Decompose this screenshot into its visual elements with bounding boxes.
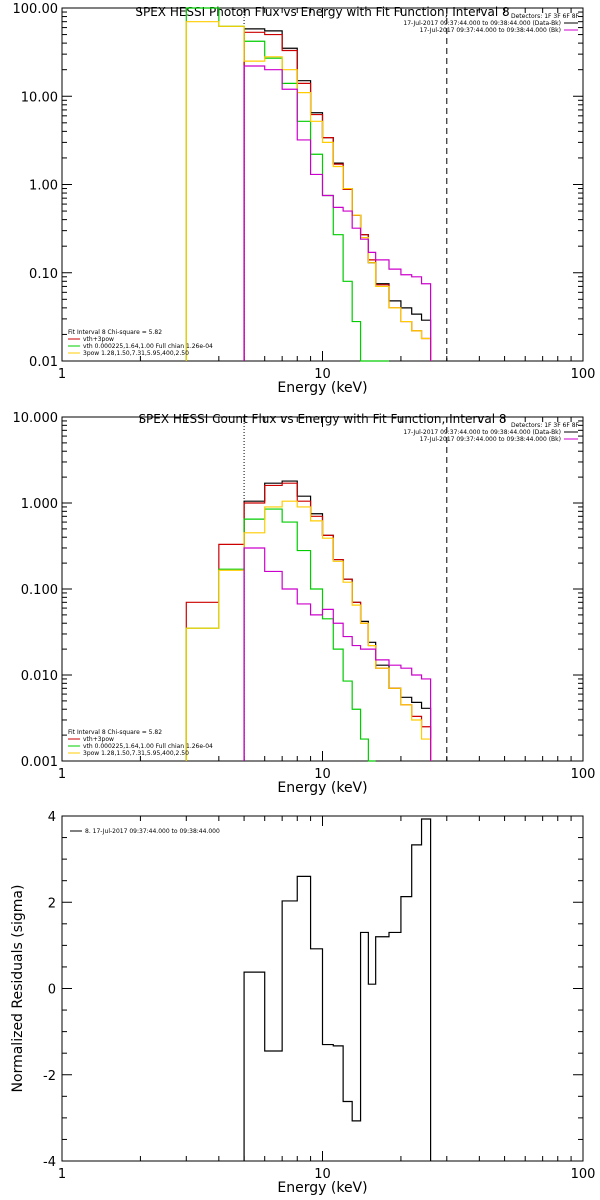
x-tick-label: 1	[58, 367, 66, 382]
x-tick-label: 10	[314, 1167, 331, 1182]
legend-label: 3pow 1.28,1.50,7.31,5.95,400,2.50	[83, 750, 189, 757]
legend: 8. 17-Jul-2017 09:37:44.000 to 09:38:44.…	[70, 828, 220, 835]
series-bk	[243, 65, 432, 361]
photon-flux-chart: SPEX HESSI Photon Flux vs Energy with Fi…	[13, 2, 596, 396]
x-axis-label: Energy (keV)	[277, 1180, 367, 1196]
legend-label: 17-Jul-2017 09:37:44.000 to 09:38:44.000…	[403, 429, 561, 436]
legend-bottom: Fit Interval 8 Chi-square = 5.82vth+3pow…	[68, 329, 213, 357]
series-8-17-jul-2017-09-37-44-000-to-09-38-44-000	[243, 818, 432, 1161]
x-tick-label: 1	[58, 767, 66, 782]
series-vth	[185, 7, 389, 362]
y-tick-label: 0.010	[21, 669, 58, 684]
series-vth	[185, 508, 376, 762]
y-tick-label: 10.00	[21, 90, 58, 105]
legend-bottom: Fit Interval 8 Chi-square = 5.82vth+3pow…	[68, 729, 213, 757]
series-3pow	[185, 500, 432, 761]
series-vth-3pow	[243, 31, 432, 361]
x-axis-label: Energy (keV)	[277, 380, 367, 396]
y-axis-label: Normalized Residuals (sigma)	[10, 885, 26, 1093]
series-vth-3pow	[185, 482, 432, 761]
legend-header: Fit Interval 8 Chi-square = 5.82	[68, 729, 162, 736]
x-tick-label: 100	[571, 1167, 596, 1182]
legend-label: 8. 17-Jul-2017 09:37:44.000 to 09:38:44.…	[85, 828, 220, 835]
y-tick-label: -2	[43, 1069, 56, 1084]
y-tick-label: 1.00	[29, 179, 58, 194]
legend-header: Detectors: 1F 3F 6F 8F	[511, 13, 580, 20]
y-tick-label: 100.00	[13, 2, 59, 17]
legend-label: vth+3pow	[83, 336, 114, 343]
legend-label: vth 0.000225,1.64,1.00 Full chian 1.26e-…	[83, 343, 213, 350]
x-tick-label: 1	[58, 1167, 66, 1182]
y-tick-label: 10.000	[13, 411, 59, 426]
legend-label: 3pow 1.28,1.50,7.31,5.95,400,2.50	[83, 350, 189, 357]
legend-label: vth+3pow	[83, 736, 114, 743]
legend-header: Detectors: 1F 3F 6F 8F	[511, 422, 580, 429]
series-bk	[243, 547, 432, 761]
y-tick-label: 2	[48, 896, 56, 911]
y-tick-label: 1.000	[21, 497, 58, 512]
y-tick-label: 0.10	[29, 267, 58, 282]
x-axis-label: Energy (keV)	[277, 780, 367, 796]
series-3pow	[185, 21, 432, 361]
y-tick-label: 0.01	[29, 355, 58, 370]
series-data-bk	[243, 28, 432, 361]
y-tick-label: 0	[48, 983, 56, 998]
residuals-chart: 1 10 100 Energy (keV) -4 -2 0 2 4 Normalized Resi…	[10, 810, 596, 1196]
x-tick-label: 100	[571, 767, 596, 782]
x-tick-label: 10	[314, 767, 331, 782]
legend-header: Fit Interval 8 Chi-square = 5.82	[68, 329, 162, 336]
y-tick-label: -4	[43, 1155, 56, 1170]
x-tick-label: 10	[314, 367, 331, 382]
y-tick-label: 0.100	[21, 583, 58, 598]
y-tick-label: 4	[48, 810, 56, 825]
legend-label: 17-Jul-2017 09:37:44.000 to 09:38:44.000…	[403, 20, 561, 27]
legend-label: 17-Jul-2017 09:37:44.000 to 09:38:44.000…	[420, 436, 561, 443]
x-tick-label: 100	[571, 367, 596, 382]
legend-label: vth 0.000225,1.64,1.00 Full chian 1.26e-…	[83, 743, 213, 750]
series-data-bk	[243, 480, 432, 761]
y-tick-label: 0.001	[21, 755, 58, 770]
count-flux-chart: SPEX HESSI Count Flux vs Energy with Fit…	[13, 411, 596, 796]
legend-label: 17-Jul-2017 09:37:44.000 to 09:38:44.000…	[420, 27, 561, 34]
